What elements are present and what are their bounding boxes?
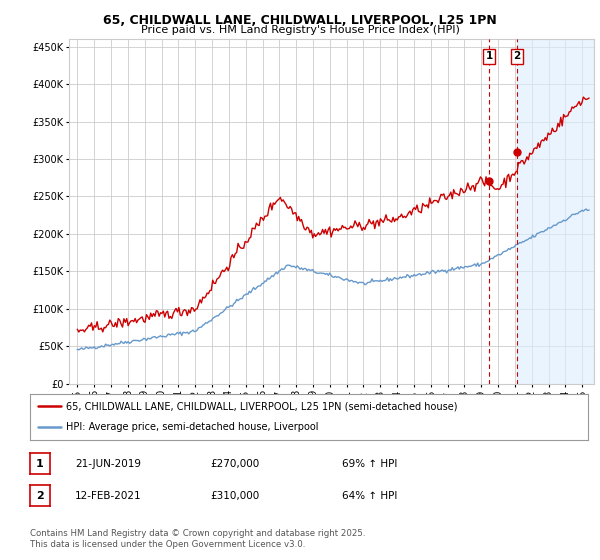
Text: £270,000: £270,000	[210, 459, 259, 469]
Text: 69% ↑ HPI: 69% ↑ HPI	[342, 459, 397, 469]
Text: 1: 1	[36, 459, 44, 469]
Text: 64% ↑ HPI: 64% ↑ HPI	[342, 491, 397, 501]
Text: 1: 1	[485, 52, 493, 61]
Text: £310,000: £310,000	[210, 491, 259, 501]
Text: Price paid vs. HM Land Registry's House Price Index (HPI): Price paid vs. HM Land Registry's House …	[140, 25, 460, 35]
Text: 65, CHILDWALL LANE, CHILDWALL, LIVERPOOL, L25 1PN: 65, CHILDWALL LANE, CHILDWALL, LIVERPOOL…	[103, 14, 497, 27]
Text: 21-JUN-2019: 21-JUN-2019	[75, 459, 141, 469]
Text: HPI: Average price, semi-detached house, Liverpool: HPI: Average price, semi-detached house,…	[66, 422, 319, 432]
Text: Contains HM Land Registry data © Crown copyright and database right 2025.
This d: Contains HM Land Registry data © Crown c…	[30, 529, 365, 549]
Text: 2: 2	[36, 491, 44, 501]
Text: 2: 2	[514, 52, 521, 61]
Text: 65, CHILDWALL LANE, CHILDWALL, LIVERPOOL, L25 1PN (semi-detached house): 65, CHILDWALL LANE, CHILDWALL, LIVERPOOL…	[66, 401, 458, 411]
Bar	[517, 39, 594, 384]
Text: 12-FEB-2021: 12-FEB-2021	[75, 491, 142, 501]
